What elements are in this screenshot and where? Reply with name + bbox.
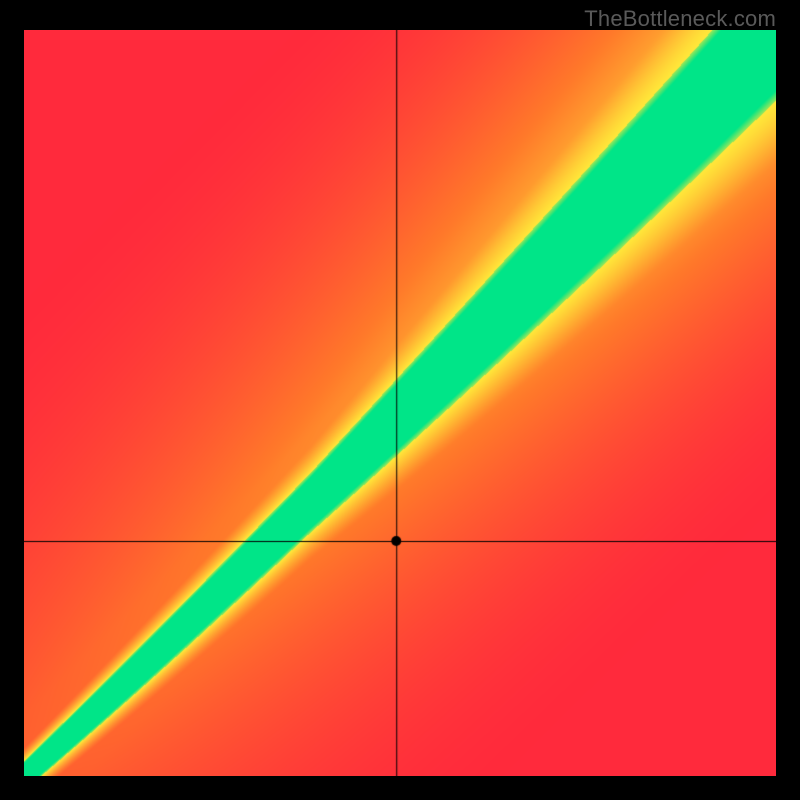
heatmap-plot <box>24 30 776 776</box>
heatmap-canvas <box>24 30 776 776</box>
watermark-text: TheBottleneck.com <box>584 6 776 32</box>
chart-frame: TheBottleneck.com <box>0 0 800 800</box>
